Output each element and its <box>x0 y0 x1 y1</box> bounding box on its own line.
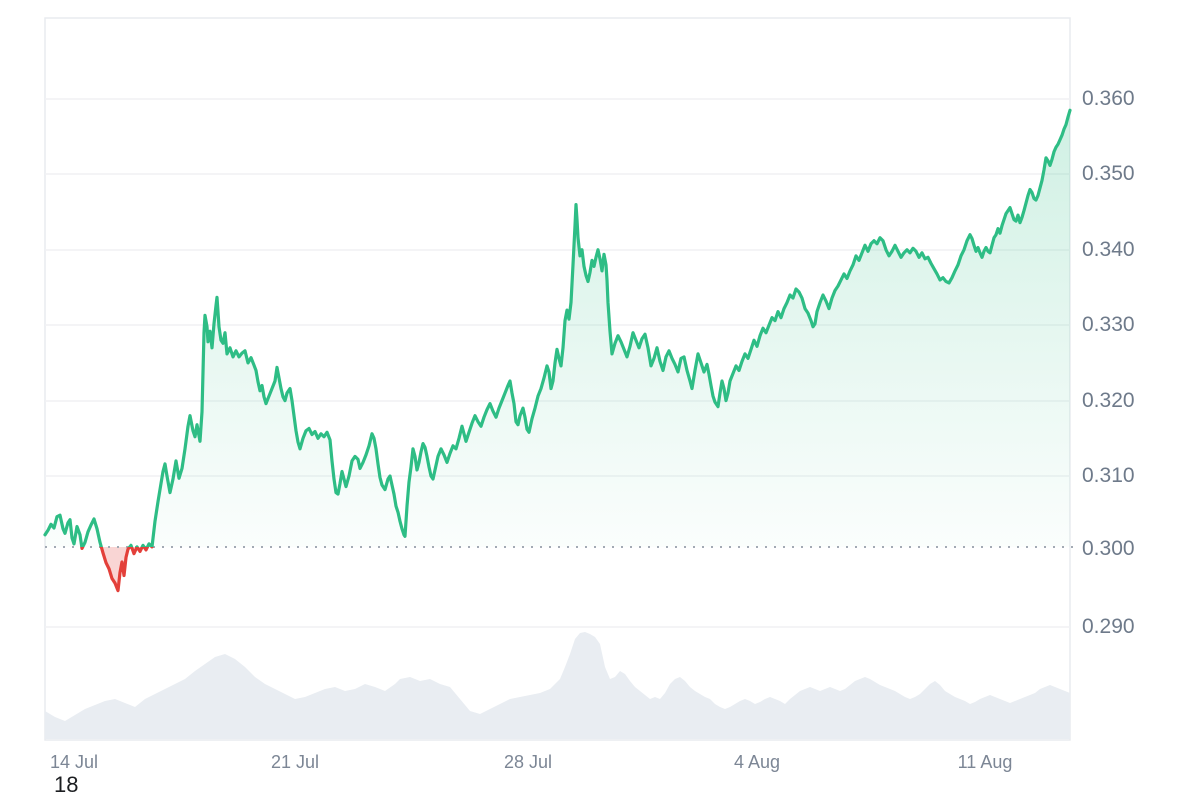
loss-area <box>45 547 1070 591</box>
x-axis-label: 11 Aug <box>957 752 1013 772</box>
overflow-date-label: 18 <box>54 772 79 797</box>
y-axis-label: 0.320 <box>1082 389 1135 412</box>
x-axis-label: 28 Jul <box>503 752 553 772</box>
volume-area <box>45 632 1070 739</box>
x-axis-label: 4 Aug <box>733 752 781 772</box>
price-line-gain <box>43 108 1072 547</box>
y-axis-label: 0.290 <box>1082 615 1135 638</box>
x-axis-label: 14 Jul <box>49 752 99 772</box>
y-axis-label: 0.350 <box>1082 162 1135 185</box>
y-axis-label: 0.330 <box>1082 313 1135 336</box>
y-axis-label: 0.300 <box>1082 537 1135 560</box>
y-axis-label: 0.340 <box>1082 238 1135 261</box>
y-axis-label: 0.360 <box>1082 87 1135 110</box>
gain-area <box>45 110 1070 547</box>
y-axis-label: 0.310 <box>1082 464 1135 487</box>
x-axis-label: 21 Jul <box>270 752 320 772</box>
